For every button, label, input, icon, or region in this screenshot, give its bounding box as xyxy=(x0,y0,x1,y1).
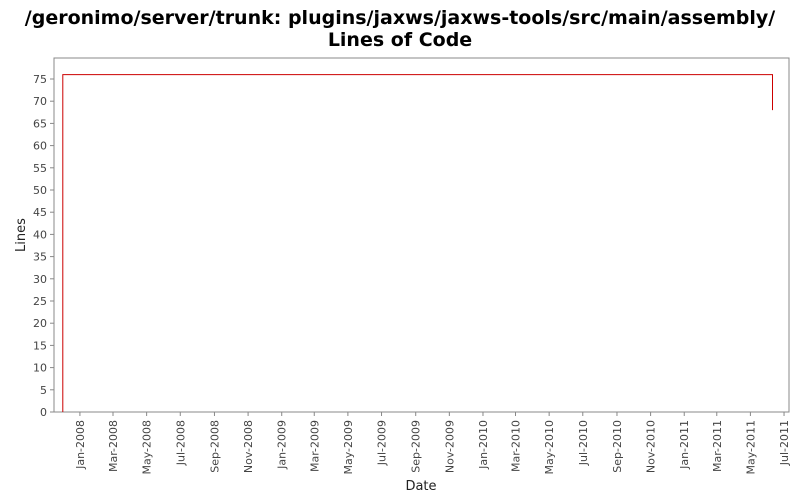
y-tick-label: 30 xyxy=(33,273,47,286)
x-axis: Jan-2008 Mar-2008 May-2008 Jul-2008 Sep-2008… xyxy=(74,412,791,475)
x-tick-label: Jan-2008 xyxy=(74,420,87,470)
y-tick-label: 25 xyxy=(33,295,47,308)
x-tick-label: Mar-2008 xyxy=(107,420,120,472)
series-line xyxy=(62,74,773,412)
y-axis-title: Lines xyxy=(14,218,29,252)
x-tick-label: Jan-2011 xyxy=(678,420,691,470)
y-tick-label: 60 xyxy=(33,140,47,153)
y-tick-label: 10 xyxy=(33,362,47,375)
x-axis-title: Date xyxy=(405,479,436,494)
x-tick-label: May-2010 xyxy=(543,420,556,475)
x-tick-label: Nov-2009 xyxy=(443,420,456,473)
x-tick-label: May-2008 xyxy=(141,420,154,475)
x-tick-label: Nov-2008 xyxy=(242,420,255,473)
series-layer xyxy=(62,74,773,412)
x-tick-label: Mar-2009 xyxy=(308,420,321,472)
y-tick-label: 75 xyxy=(33,73,47,86)
x-tick-label: May-2009 xyxy=(342,420,355,475)
x-tick-label: Nov-2010 xyxy=(645,420,658,473)
x-tick-label: Jul-2008 xyxy=(174,420,187,466)
y-axis: 0 5 10 15 20 25 30 35 40 45 50 55 60 65 70 75 xyxy=(33,73,54,419)
x-tick-label: Jul-2009 xyxy=(376,420,389,466)
y-tick-label: 45 xyxy=(33,206,47,219)
y-tick-label: 15 xyxy=(33,339,47,352)
x-tick-label: Sep-2009 xyxy=(410,420,423,473)
x-tick-label: Sep-2010 xyxy=(611,420,624,473)
x-tick-label: May-2011 xyxy=(744,420,757,475)
x-tick-label: Jul-2010 xyxy=(577,420,590,466)
x-tick-label: Mar-2010 xyxy=(510,420,523,472)
chart-title-line-1: /geronimo/server/trunk: plugins/jaxws/ja… xyxy=(24,7,776,29)
x-tick-label: Sep-2008 xyxy=(208,420,221,473)
y-tick-label: 50 xyxy=(33,184,47,197)
y-tick-label: 55 xyxy=(33,162,47,175)
y-tick-label: 5 xyxy=(40,384,47,397)
y-tick-label: 70 xyxy=(33,95,47,108)
x-tick-label: Mar-2011 xyxy=(711,420,724,472)
plot-area xyxy=(53,57,790,413)
y-tick-label: 40 xyxy=(33,228,47,241)
y-tick-label: 0 xyxy=(40,406,47,419)
y-tick-label: 65 xyxy=(33,117,47,130)
x-tick-label: Jan-2009 xyxy=(276,420,289,470)
chart-title-line-2: Lines of Code xyxy=(327,29,473,51)
y-tick-label: 20 xyxy=(33,317,47,330)
x-tick-label: Jul-2011 xyxy=(778,420,791,466)
y-tick-label: 35 xyxy=(33,251,47,264)
x-tick-label: Jan-2010 xyxy=(477,420,490,470)
